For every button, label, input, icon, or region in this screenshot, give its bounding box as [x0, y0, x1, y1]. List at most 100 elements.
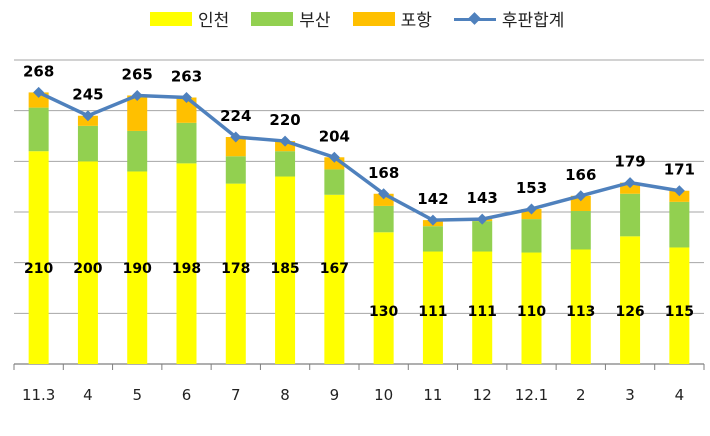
bar-busan [275, 151, 296, 177]
bar-busan [422, 226, 443, 252]
data-label-incheon: 113 [566, 304, 595, 320]
legend-swatch-pohang [352, 11, 395, 26]
x-tick-label: 4 [83, 386, 93, 404]
x-tick-label: 11 [423, 386, 442, 404]
bar-pohang [127, 95, 148, 131]
x-tick-label: 10 [374, 386, 393, 404]
point-total [575, 190, 587, 202]
bar-busan [472, 221, 493, 252]
bar-incheon [570, 249, 591, 364]
x-tick-label: 6 [182, 386, 192, 404]
x-tick-label: 7 [231, 386, 241, 404]
data-label-total: 245 [72, 86, 103, 104]
data-label-total: 179 [614, 153, 645, 171]
bar-pohang [570, 195, 591, 211]
data-label-incheon: 126 [615, 304, 644, 320]
legend-item-pohang: 포항 [352, 6, 432, 31]
point-total [328, 151, 340, 163]
bar-busan [225, 156, 246, 184]
x-tick-label: 2 [576, 386, 586, 404]
bar-busan [620, 193, 641, 237]
data-label-total: 204 [319, 127, 350, 145]
bar-incheon [225, 183, 246, 364]
legend-swatch-busan [251, 11, 294, 26]
bar-pohang [176, 97, 197, 123]
bar-busan [176, 122, 197, 164]
x-tick-label: 12 [473, 386, 492, 404]
data-label-total: 220 [269, 111, 300, 129]
bar-pohang [225, 137, 246, 157]
data-label-total: 166 [565, 166, 596, 184]
point-total [427, 214, 439, 226]
bar-incheon [373, 232, 394, 364]
point-total [673, 185, 685, 197]
data-label-incheon: 190 [123, 261, 152, 277]
data-label-incheon: 198 [172, 261, 201, 277]
legend-label-total: 후판합계 [501, 11, 565, 31]
bar-busan [373, 205, 394, 233]
data-label-total: 263 [171, 67, 202, 85]
data-label-incheon: 167 [320, 261, 349, 277]
bar-incheon [669, 247, 690, 364]
x-tick-label: 9 [330, 386, 340, 404]
bar-incheon [521, 252, 542, 364]
bar-busan [521, 219, 542, 253]
bar-incheon [324, 194, 345, 364]
point-total [624, 177, 636, 189]
bar-incheon [77, 161, 98, 364]
bar-incheon [275, 176, 296, 364]
bar-pohang [620, 182, 641, 194]
point-total [230, 131, 242, 143]
point-total [378, 188, 390, 200]
x-tick-label: 3 [625, 386, 635, 404]
bar-incheon [620, 236, 641, 364]
data-label-total: 224 [220, 107, 251, 125]
x-tick-label: 4 [675, 386, 685, 404]
point-total [476, 213, 488, 225]
point-total [181, 91, 192, 103]
legend-item-busan: 부산 [251, 6, 331, 31]
x-tick-label: 5 [132, 386, 142, 404]
bar-busan [324, 169, 345, 195]
point-total [33, 86, 45, 98]
legend-label-incheon: 인천 [198, 11, 230, 31]
data-label-incheon: 111 [468, 304, 497, 320]
data-label-incheon: 111 [418, 304, 447, 320]
legend-label-pohang: 포항 [400, 11, 432, 31]
point-total [526, 203, 537, 215]
data-label-total: 142 [417, 190, 448, 208]
x-tick-label: 12.1 [515, 386, 548, 404]
data-label-incheon: 210 [24, 261, 53, 277]
legend-label-busan: 부산 [299, 11, 331, 31]
x-tick-label: 8 [280, 386, 290, 404]
point-total [82, 110, 94, 122]
bar-incheon [127, 171, 148, 364]
data-label-incheon: 130 [369, 304, 398, 320]
bar-incheon [472, 251, 493, 364]
line-total [37, 90, 680, 222]
bar-busan [77, 125, 98, 162]
bar-pohang [669, 190, 690, 202]
bar-busan [28, 107, 49, 152]
point-total [131, 89, 143, 101]
data-label-total: 268 [23, 62, 54, 80]
data-label-incheon: 110 [517, 304, 546, 320]
legend-item-total: 후판합계 [453, 6, 565, 31]
data-label-incheon: 200 [73, 261, 102, 277]
data-label-total: 171 [664, 161, 695, 179]
bar-busan [669, 201, 690, 248]
data-label-total: 153 [516, 179, 547, 197]
data-label-incheon: 178 [221, 261, 250, 277]
legend: 인천 부산 포항 후판합계 [150, 6, 586, 31]
bar-busan [127, 130, 148, 172]
bar-incheon [422, 251, 443, 364]
legend-swatch-total [453, 12, 496, 26]
legend-item-incheon: 인천 [150, 6, 229, 31]
bar-incheon [176, 163, 197, 364]
bar-busan [570, 210, 591, 250]
legend-swatch-incheon [150, 11, 192, 26]
x-tick-label: 11.3 [22, 386, 55, 404]
data-label-incheon: 115 [665, 304, 694, 320]
point-total [279, 135, 291, 147]
